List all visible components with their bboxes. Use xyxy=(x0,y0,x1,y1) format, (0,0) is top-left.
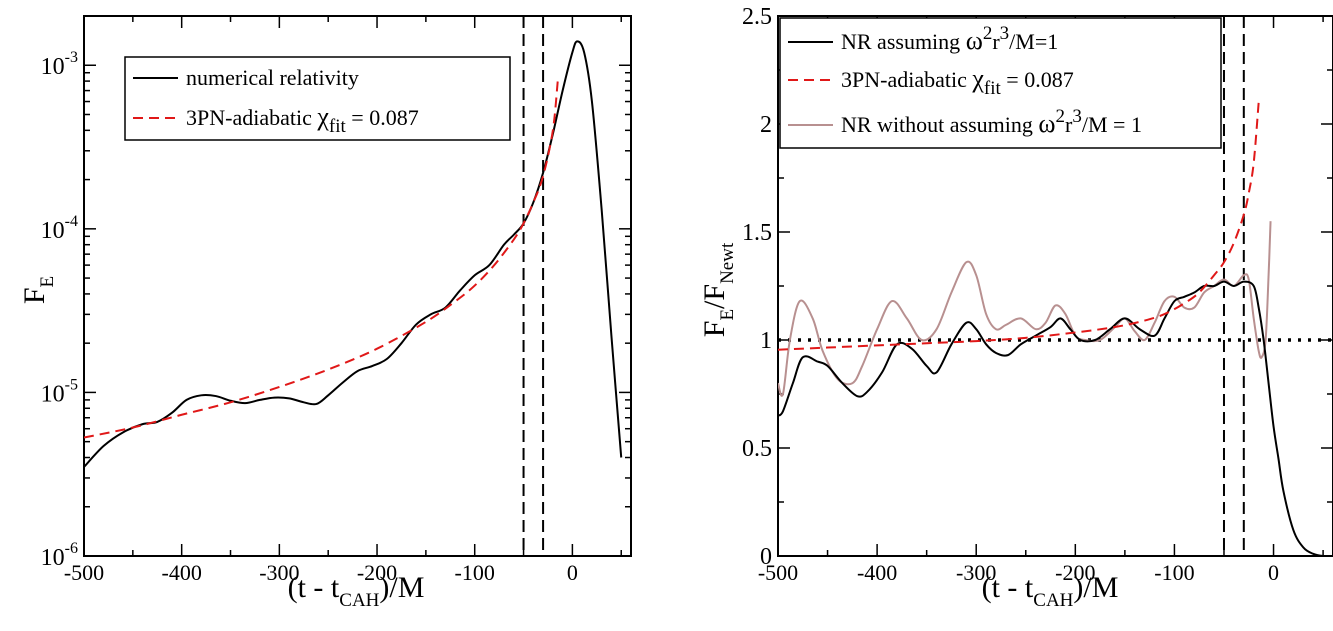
x-tick-label: -500 xyxy=(64,560,104,585)
series-line-0 xyxy=(84,40,623,468)
y-tick-label: 2 xyxy=(760,112,772,138)
vertical-lines xyxy=(1222,16,1245,556)
x-tick-labels: -500 -400 -300 -200 -100 0 xyxy=(64,560,578,585)
y-tick-label: 10-3 xyxy=(41,49,78,80)
plot-frame xyxy=(83,15,632,557)
flux-log-chart: -500 -400 -300 -200 -100 0 10-6 10-5 10-4 10-3 (… xyxy=(18,15,632,611)
y-tick-label: 10-5 xyxy=(41,376,78,407)
tick-marks xyxy=(83,15,631,557)
legend-label-nr-assuming: NR assuming ω2r3/M=1 xyxy=(841,23,1058,55)
legend-box xyxy=(124,56,511,141)
legend-label-nr-without: NR without assuming ω2r3/M = 1 xyxy=(841,106,1142,138)
series-group xyxy=(778,102,1333,556)
legend-label-3pn: 3PN-adiabatic χfit = 0.087 xyxy=(186,102,419,137)
x-tick-labels: -500 -400 -300 -200 -100 0 xyxy=(758,560,1279,585)
series-line-0 xyxy=(778,221,1272,397)
y-tick-label: 0.5 xyxy=(742,436,772,462)
y-tick-label: 2.5 xyxy=(742,4,772,30)
y-axis-label: FE/FNewt xyxy=(698,242,738,337)
x-tick-label: -300 xyxy=(956,560,996,585)
flux-ratio-chart: -500 -400 -300 -200 -100 0 0 0.5 1 1.5 2 2.5 (t - … xyxy=(698,4,1333,611)
vertical-lines xyxy=(522,16,545,556)
legend: NR assuming ω2r3/M=1 3PN-adiabatic χfit … xyxy=(779,17,1222,149)
x-tick-label: -100 xyxy=(1154,560,1194,585)
y-axis-label: FE xyxy=(18,276,58,304)
y-tick-label: 1.5 xyxy=(742,220,772,246)
series-line-1 xyxy=(84,81,559,439)
y-tick-label: 10-4 xyxy=(41,213,78,244)
x-tick-label: -400 xyxy=(857,560,897,585)
x-axis-label: (t - tCAH)/M xyxy=(288,571,425,611)
series-group xyxy=(84,40,623,468)
series-line-1 xyxy=(778,280,1333,556)
series-line-2 xyxy=(778,102,1260,351)
legend: numerical relativity 3PN-adiabatic χfit … xyxy=(124,56,511,141)
y-tick-labels: 0 0.5 1 1.5 2 2.5 xyxy=(742,4,772,570)
x-tick-label: -500 xyxy=(758,560,798,585)
x-tick-label: 0 xyxy=(1268,560,1279,585)
x-tick-label: 0 xyxy=(567,560,578,585)
x-tick-label: -200 xyxy=(357,560,397,585)
x-tick-label: -200 xyxy=(1055,560,1095,585)
y-tick-labels: 10-6 10-5 10-4 10-3 xyxy=(41,49,78,571)
y-tick-label: 1 xyxy=(760,328,772,354)
x-tick-label: -300 xyxy=(259,560,299,585)
x-axis-label: (t - tCAH)/M xyxy=(982,571,1119,611)
y-tick-label: 0 xyxy=(760,544,772,570)
legend-box xyxy=(779,17,1222,149)
legend-label-nr: numerical relativity xyxy=(186,65,359,90)
legend-label-3pn: 3PN-adiabatic χfit = 0.087 xyxy=(841,64,1074,99)
y-tick-label: 10-6 xyxy=(41,540,78,571)
x-tick-label: -100 xyxy=(455,560,495,585)
x-tick-label: -400 xyxy=(162,560,202,585)
